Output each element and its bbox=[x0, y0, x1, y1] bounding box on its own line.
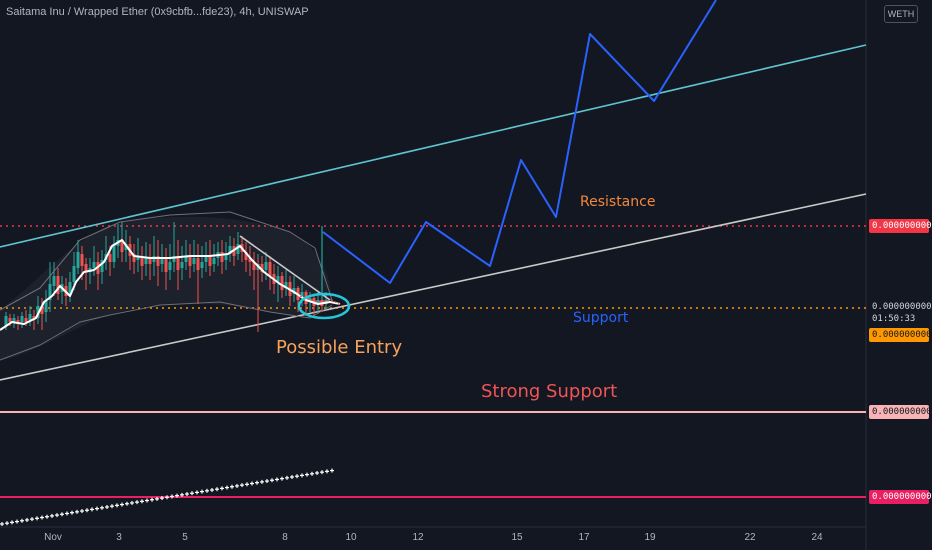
candle-body bbox=[156, 256, 160, 266]
candle-body bbox=[176, 256, 180, 270]
candle-body bbox=[252, 262, 256, 270]
candle-body bbox=[48, 284, 52, 300]
candle-body bbox=[168, 262, 172, 270]
candle-body bbox=[140, 256, 144, 266]
candle-body bbox=[260, 264, 264, 272]
candle-body bbox=[212, 258, 216, 264]
candle-body bbox=[164, 258, 168, 272]
candle-body bbox=[80, 254, 84, 266]
x-tick-label: 8 bbox=[282, 532, 288, 543]
candle-body bbox=[8, 318, 12, 322]
candle-body bbox=[236, 244, 240, 254]
candle-body bbox=[280, 276, 284, 290]
candle-body bbox=[20, 316, 24, 322]
possible-entry-ellipse bbox=[297, 292, 351, 320]
candle-body bbox=[112, 244, 116, 262]
candle-body bbox=[44, 300, 48, 312]
candle-body bbox=[56, 276, 60, 294]
current-price-tag: 0.0000000000 bbox=[869, 301, 932, 313]
strong-support-price-tag: 0.0000000000 bbox=[869, 405, 932, 419]
support-price-tag: 0.0000000000 bbox=[869, 328, 932, 342]
x-tick-label: Nov bbox=[44, 532, 62, 543]
candle-body bbox=[192, 258, 196, 264]
resistance-label: Resistance bbox=[580, 194, 656, 210]
candle-body bbox=[92, 262, 96, 268]
candle-body bbox=[196, 258, 200, 270]
bar-countdown: 01:50:33 bbox=[869, 313, 929, 325]
candle-body bbox=[180, 262, 184, 268]
channel-upper-line bbox=[0, 44, 867, 248]
projection-path bbox=[322, 0, 717, 284]
x-tick-label: 19 bbox=[644, 532, 656, 543]
candle-body bbox=[264, 262, 268, 270]
strong-support-label: Strong Support bbox=[481, 381, 618, 402]
support-label: Support bbox=[573, 310, 629, 326]
candle-body bbox=[136, 256, 140, 260]
candle-body bbox=[24, 318, 28, 322]
candle-body bbox=[244, 252, 248, 260]
candle-body bbox=[72, 266, 76, 282]
candle-body bbox=[268, 262, 272, 276]
candle-body bbox=[204, 256, 208, 262]
candle-body bbox=[248, 258, 252, 262]
x-tick-label: 22 bbox=[744, 532, 756, 543]
candle-body bbox=[4, 316, 8, 326]
downtrend-line bbox=[239, 235, 331, 301]
candle-body bbox=[220, 252, 224, 262]
candle-body bbox=[284, 282, 288, 288]
candle-body bbox=[308, 298, 312, 302]
x-tick-label: 24 bbox=[811, 532, 823, 543]
candle-body bbox=[188, 256, 192, 266]
candle-body bbox=[52, 276, 56, 286]
currency-badge[interactable]: WETH bbox=[884, 5, 918, 23]
candle-body bbox=[276, 276, 280, 282]
possible-entry-label: Possible Entry bbox=[276, 337, 403, 358]
x-tick-label: 15 bbox=[511, 532, 523, 543]
candle-body bbox=[172, 256, 176, 262]
x-tick-label: 17 bbox=[578, 532, 590, 543]
x-tick-label: 12 bbox=[412, 532, 424, 543]
candle-body bbox=[108, 254, 112, 262]
candle-body bbox=[148, 258, 152, 264]
band-upper-line bbox=[0, 211, 333, 311]
candle-body bbox=[100, 260, 104, 272]
candle-body bbox=[160, 258, 164, 264]
candle-body bbox=[316, 300, 320, 304]
x-tick-label: 5 bbox=[182, 532, 188, 543]
candle-body bbox=[200, 262, 204, 268]
candle-body bbox=[144, 258, 148, 264]
candle-body bbox=[40, 306, 44, 314]
band-lower-line bbox=[0, 301, 333, 361]
candle-body bbox=[12, 318, 16, 322]
candle-body bbox=[300, 292, 304, 298]
x-tick-label: 10 bbox=[345, 532, 357, 543]
bottom-line-price-tag: 0.0000000000 bbox=[869, 490, 932, 504]
candle-body bbox=[84, 264, 88, 272]
candle-body bbox=[228, 246, 232, 254]
moving-average-line bbox=[0, 239, 341, 331]
candle-body bbox=[28, 314, 32, 320]
dotted-marker-line bbox=[299, 295, 343, 307]
channel-lower-line bbox=[0, 193, 867, 381]
candle-body bbox=[224, 254, 228, 260]
x-tick-label: 3 bbox=[116, 532, 122, 543]
candle-body bbox=[68, 282, 72, 294]
candle-body bbox=[132, 254, 136, 262]
candle-body bbox=[76, 252, 80, 268]
candle-body bbox=[184, 256, 188, 262]
resistance-price-tag: 0.0000000000 bbox=[869, 219, 932, 233]
cross-marker-series bbox=[0, 468, 334, 526]
chart-title: Saitama Inu / Wrapped Ether (0x9cbfb...f… bbox=[6, 6, 309, 18]
candle-body bbox=[120, 240, 124, 252]
candle-body bbox=[208, 256, 212, 266]
